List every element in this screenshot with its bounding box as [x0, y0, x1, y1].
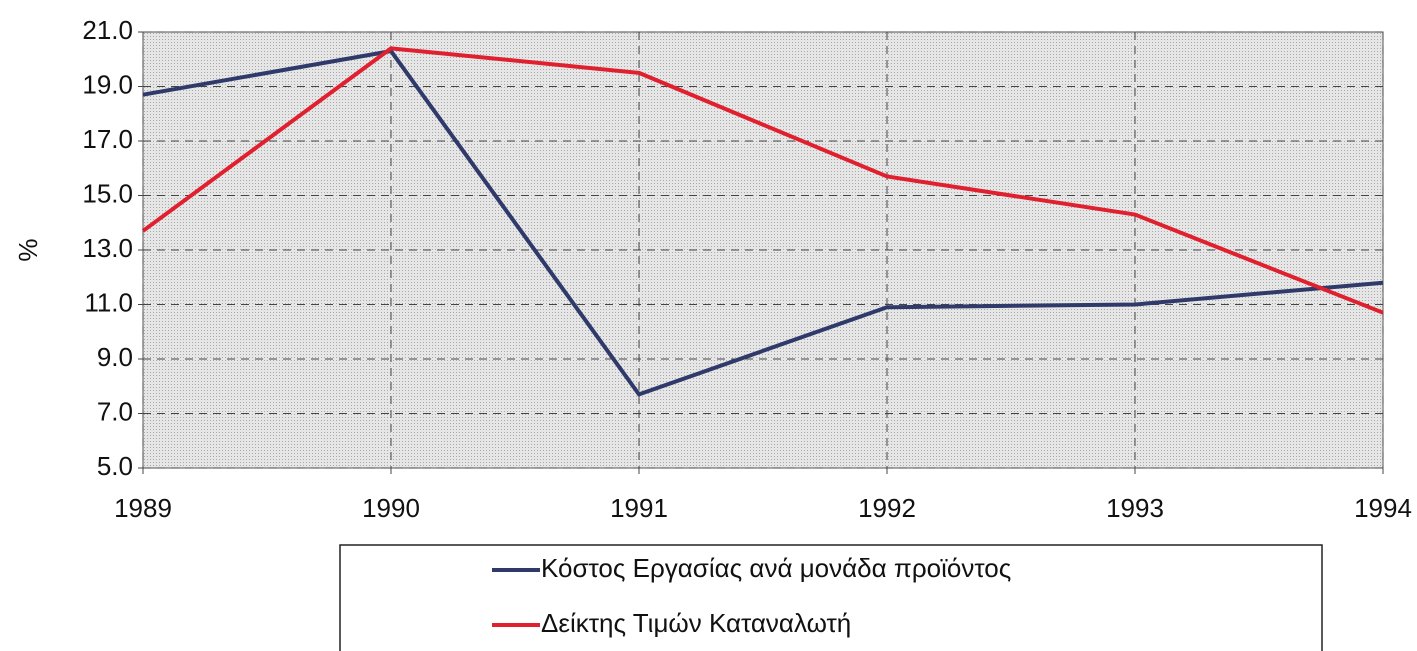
y-tick-label: 13.0	[82, 233, 133, 263]
legend	[339, 544, 1323, 651]
x-tick-label: 1989	[114, 493, 172, 523]
legend-label: Δείκτης Τιμών Καταναλωτή	[541, 608, 851, 638]
y-tick-label: 17.0	[82, 124, 133, 154]
x-tick-label: 1992	[858, 493, 916, 523]
y-tick-label: 11.0	[84, 287, 133, 317]
y-tick-label: 9.0	[97, 342, 133, 372]
series-line	[141, 46, 1384, 315]
y-axis-label: %	[13, 238, 43, 261]
series-line	[142, 49, 1384, 397]
x-tick-label: 1991	[610, 493, 668, 523]
y-tick-label: 21.0	[82, 15, 133, 45]
x-tick-label: 1993	[1106, 493, 1164, 523]
x-tick-label: 1994	[1354, 493, 1412, 523]
legend-label: Κόστος Εργασίας ανά μονάδα προϊόντος	[541, 553, 1011, 583]
y-tick-label: 5.0	[97, 451, 133, 481]
y-tick-label: 15.0	[82, 178, 133, 208]
x-tick-label: 1990	[362, 493, 420, 523]
y-tick-label: 19.0	[82, 69, 133, 99]
y-tick-label: 7.0	[97, 396, 133, 426]
